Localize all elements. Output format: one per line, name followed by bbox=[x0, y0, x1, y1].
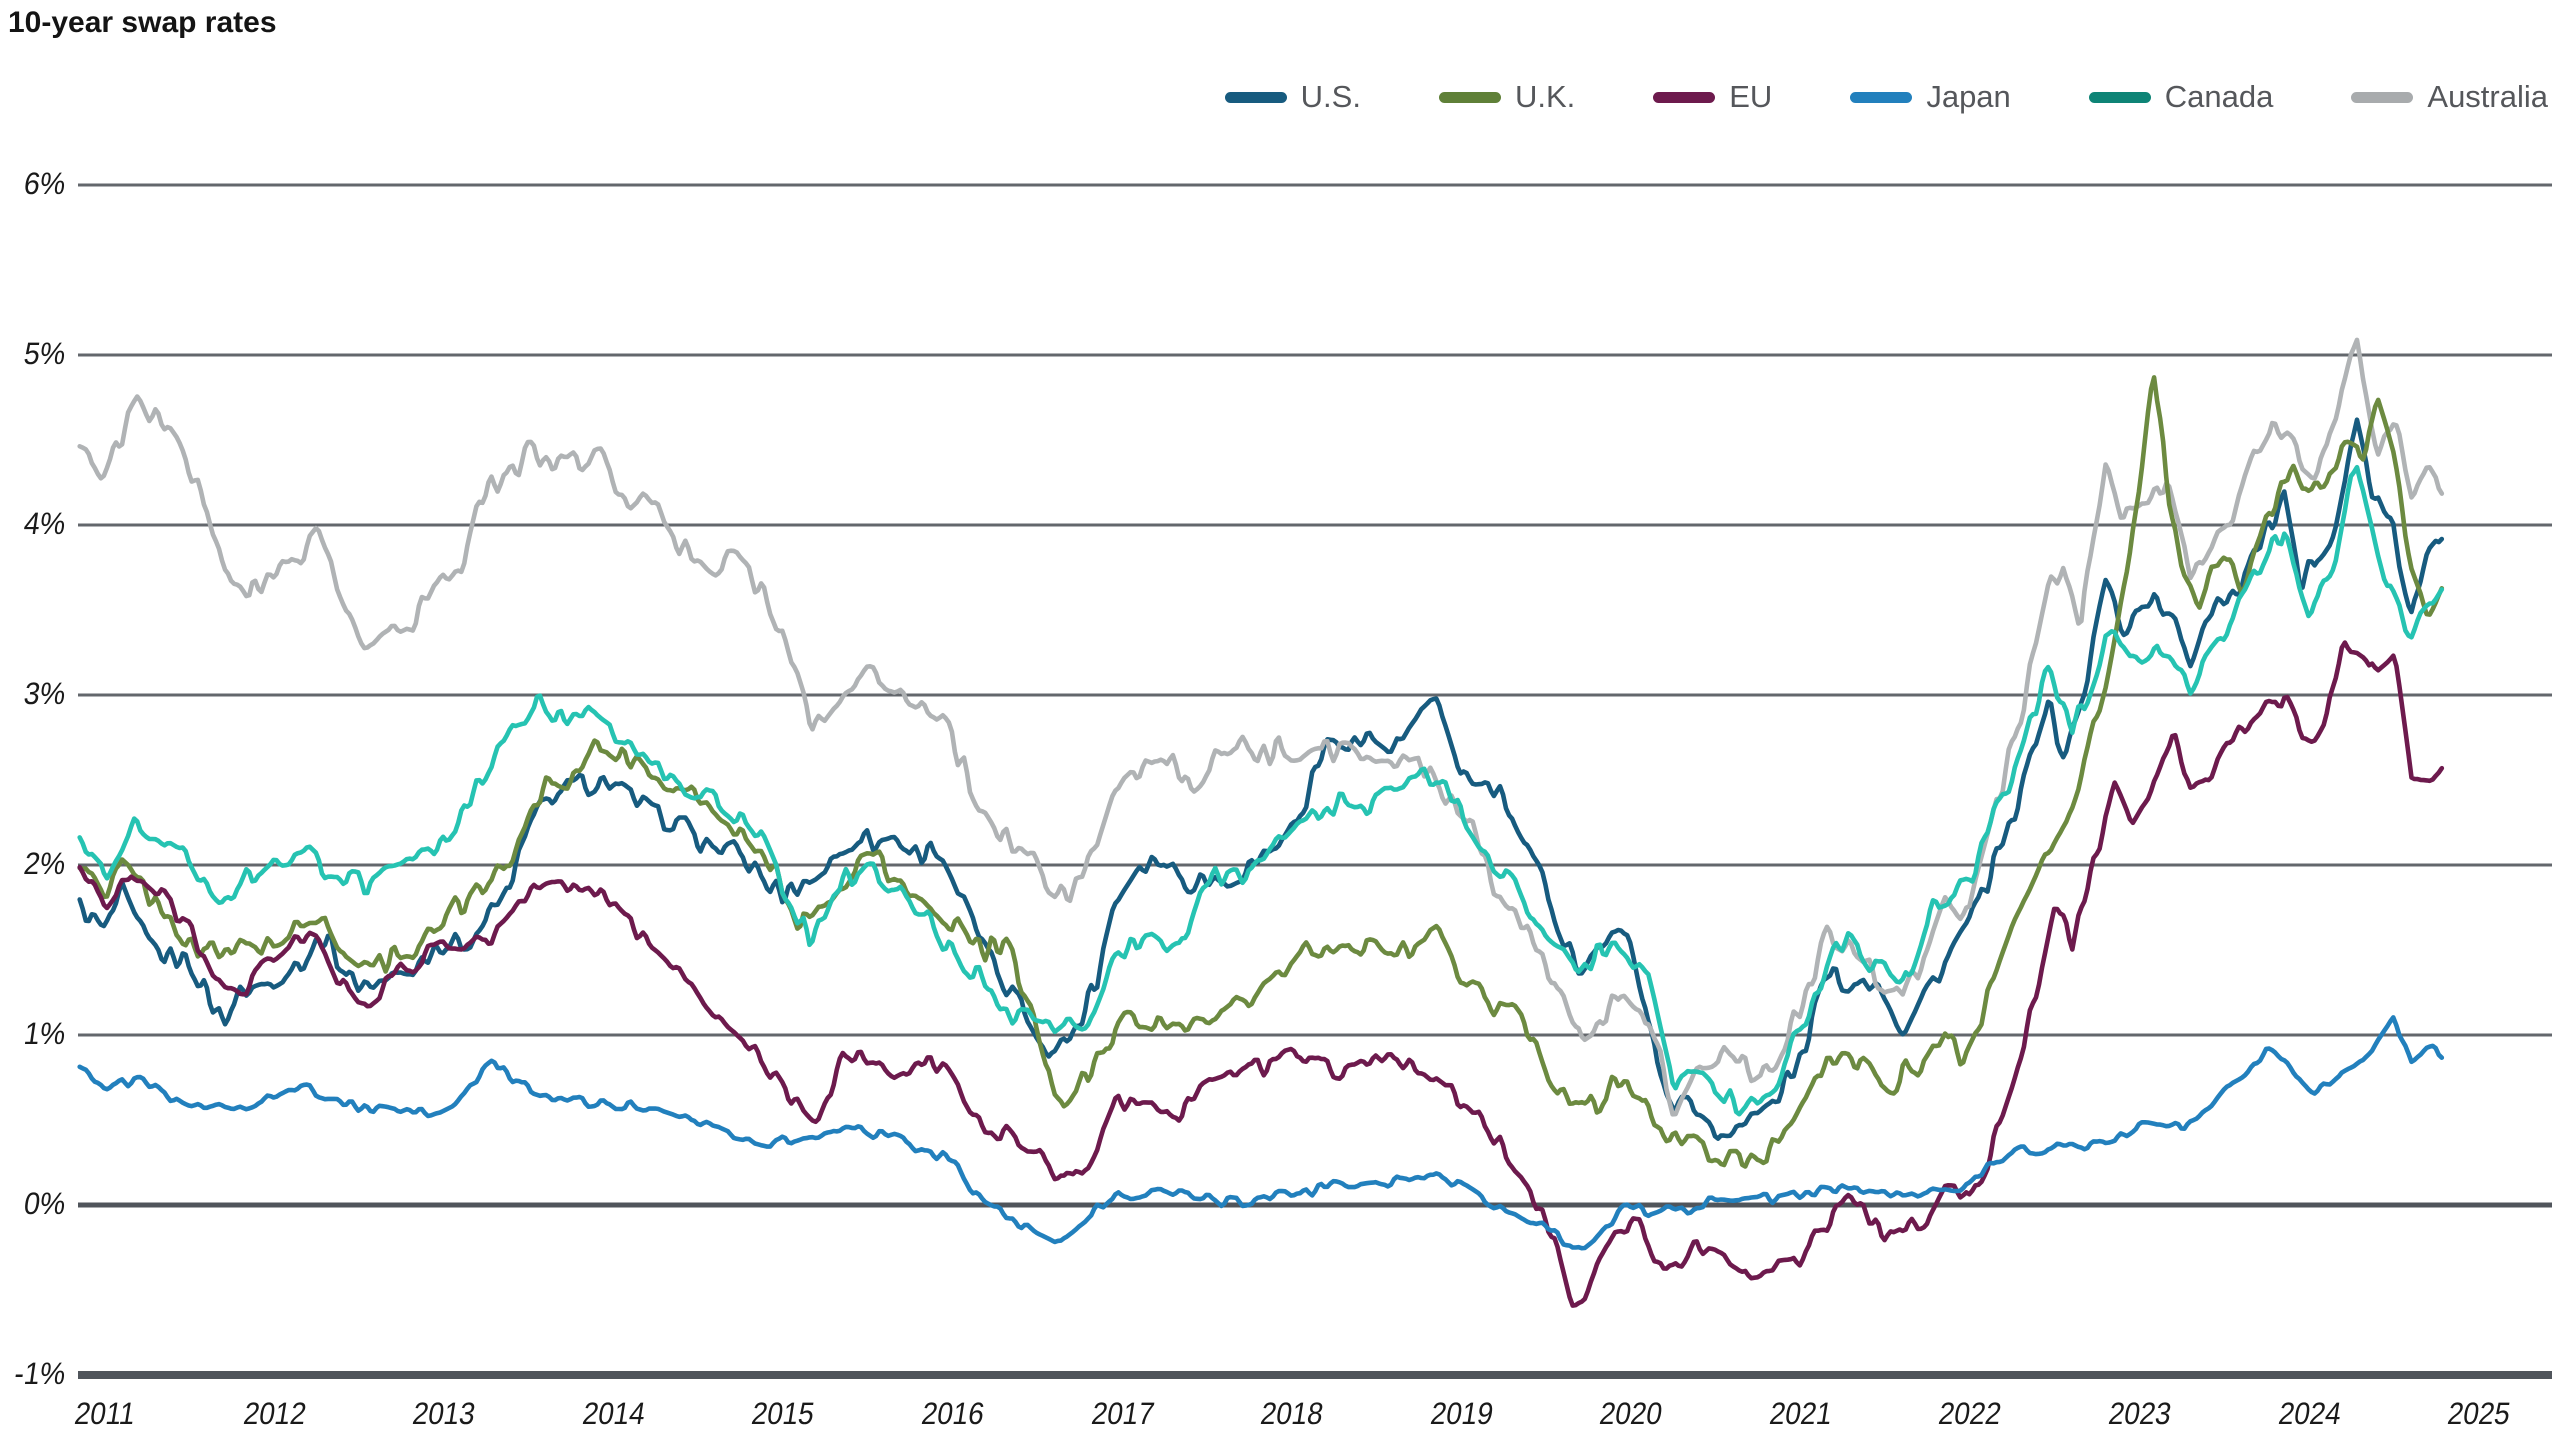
legend-label: EU bbox=[1729, 79, 1773, 114]
legend-label: Australia bbox=[2427, 79, 2548, 114]
legend-label: U.S. bbox=[1300, 79, 1361, 114]
chart-title: 10-year swap rates bbox=[8, 6, 277, 39]
legend-swatch-icon bbox=[1653, 91, 1716, 103]
series-line-uk bbox=[77, 375, 2445, 1169]
legend-item-eu: EU bbox=[1653, 79, 1772, 115]
legend-swatch-icon bbox=[2088, 91, 2151, 103]
legend-label: U.K. bbox=[1514, 79, 1576, 114]
legend-label: Canada bbox=[2164, 79, 2274, 114]
legend-item-australia: Australia bbox=[2351, 79, 2548, 115]
legend-swatch-icon bbox=[1850, 91, 1913, 103]
legend-item-japan: Japan bbox=[1850, 79, 2011, 115]
legend-item-us: U.S. bbox=[1224, 79, 1361, 115]
series-line-eu bbox=[77, 640, 2445, 1308]
legend-swatch-icon bbox=[1224, 91, 1287, 103]
legend-swatch-icon bbox=[2351, 91, 2414, 103]
legend-item-canada: Canada bbox=[2088, 79, 2274, 115]
legend-item-uk: U.K. bbox=[1438, 79, 1576, 115]
legend-label: Japan bbox=[1926, 79, 2011, 114]
legend: U.S. U.K. EU Japan Canada Australia bbox=[1224, 78, 2548, 116]
series-line-us bbox=[77, 417, 2445, 1141]
series-line-canada bbox=[77, 464, 2445, 1117]
legend-swatch-icon bbox=[1438, 91, 1501, 103]
gridlines bbox=[78, 183, 2552, 1379]
series-line-japan bbox=[77, 1015, 2445, 1251]
series-lines bbox=[77, 337, 2445, 1308]
series-line-australia bbox=[77, 337, 2445, 1117]
